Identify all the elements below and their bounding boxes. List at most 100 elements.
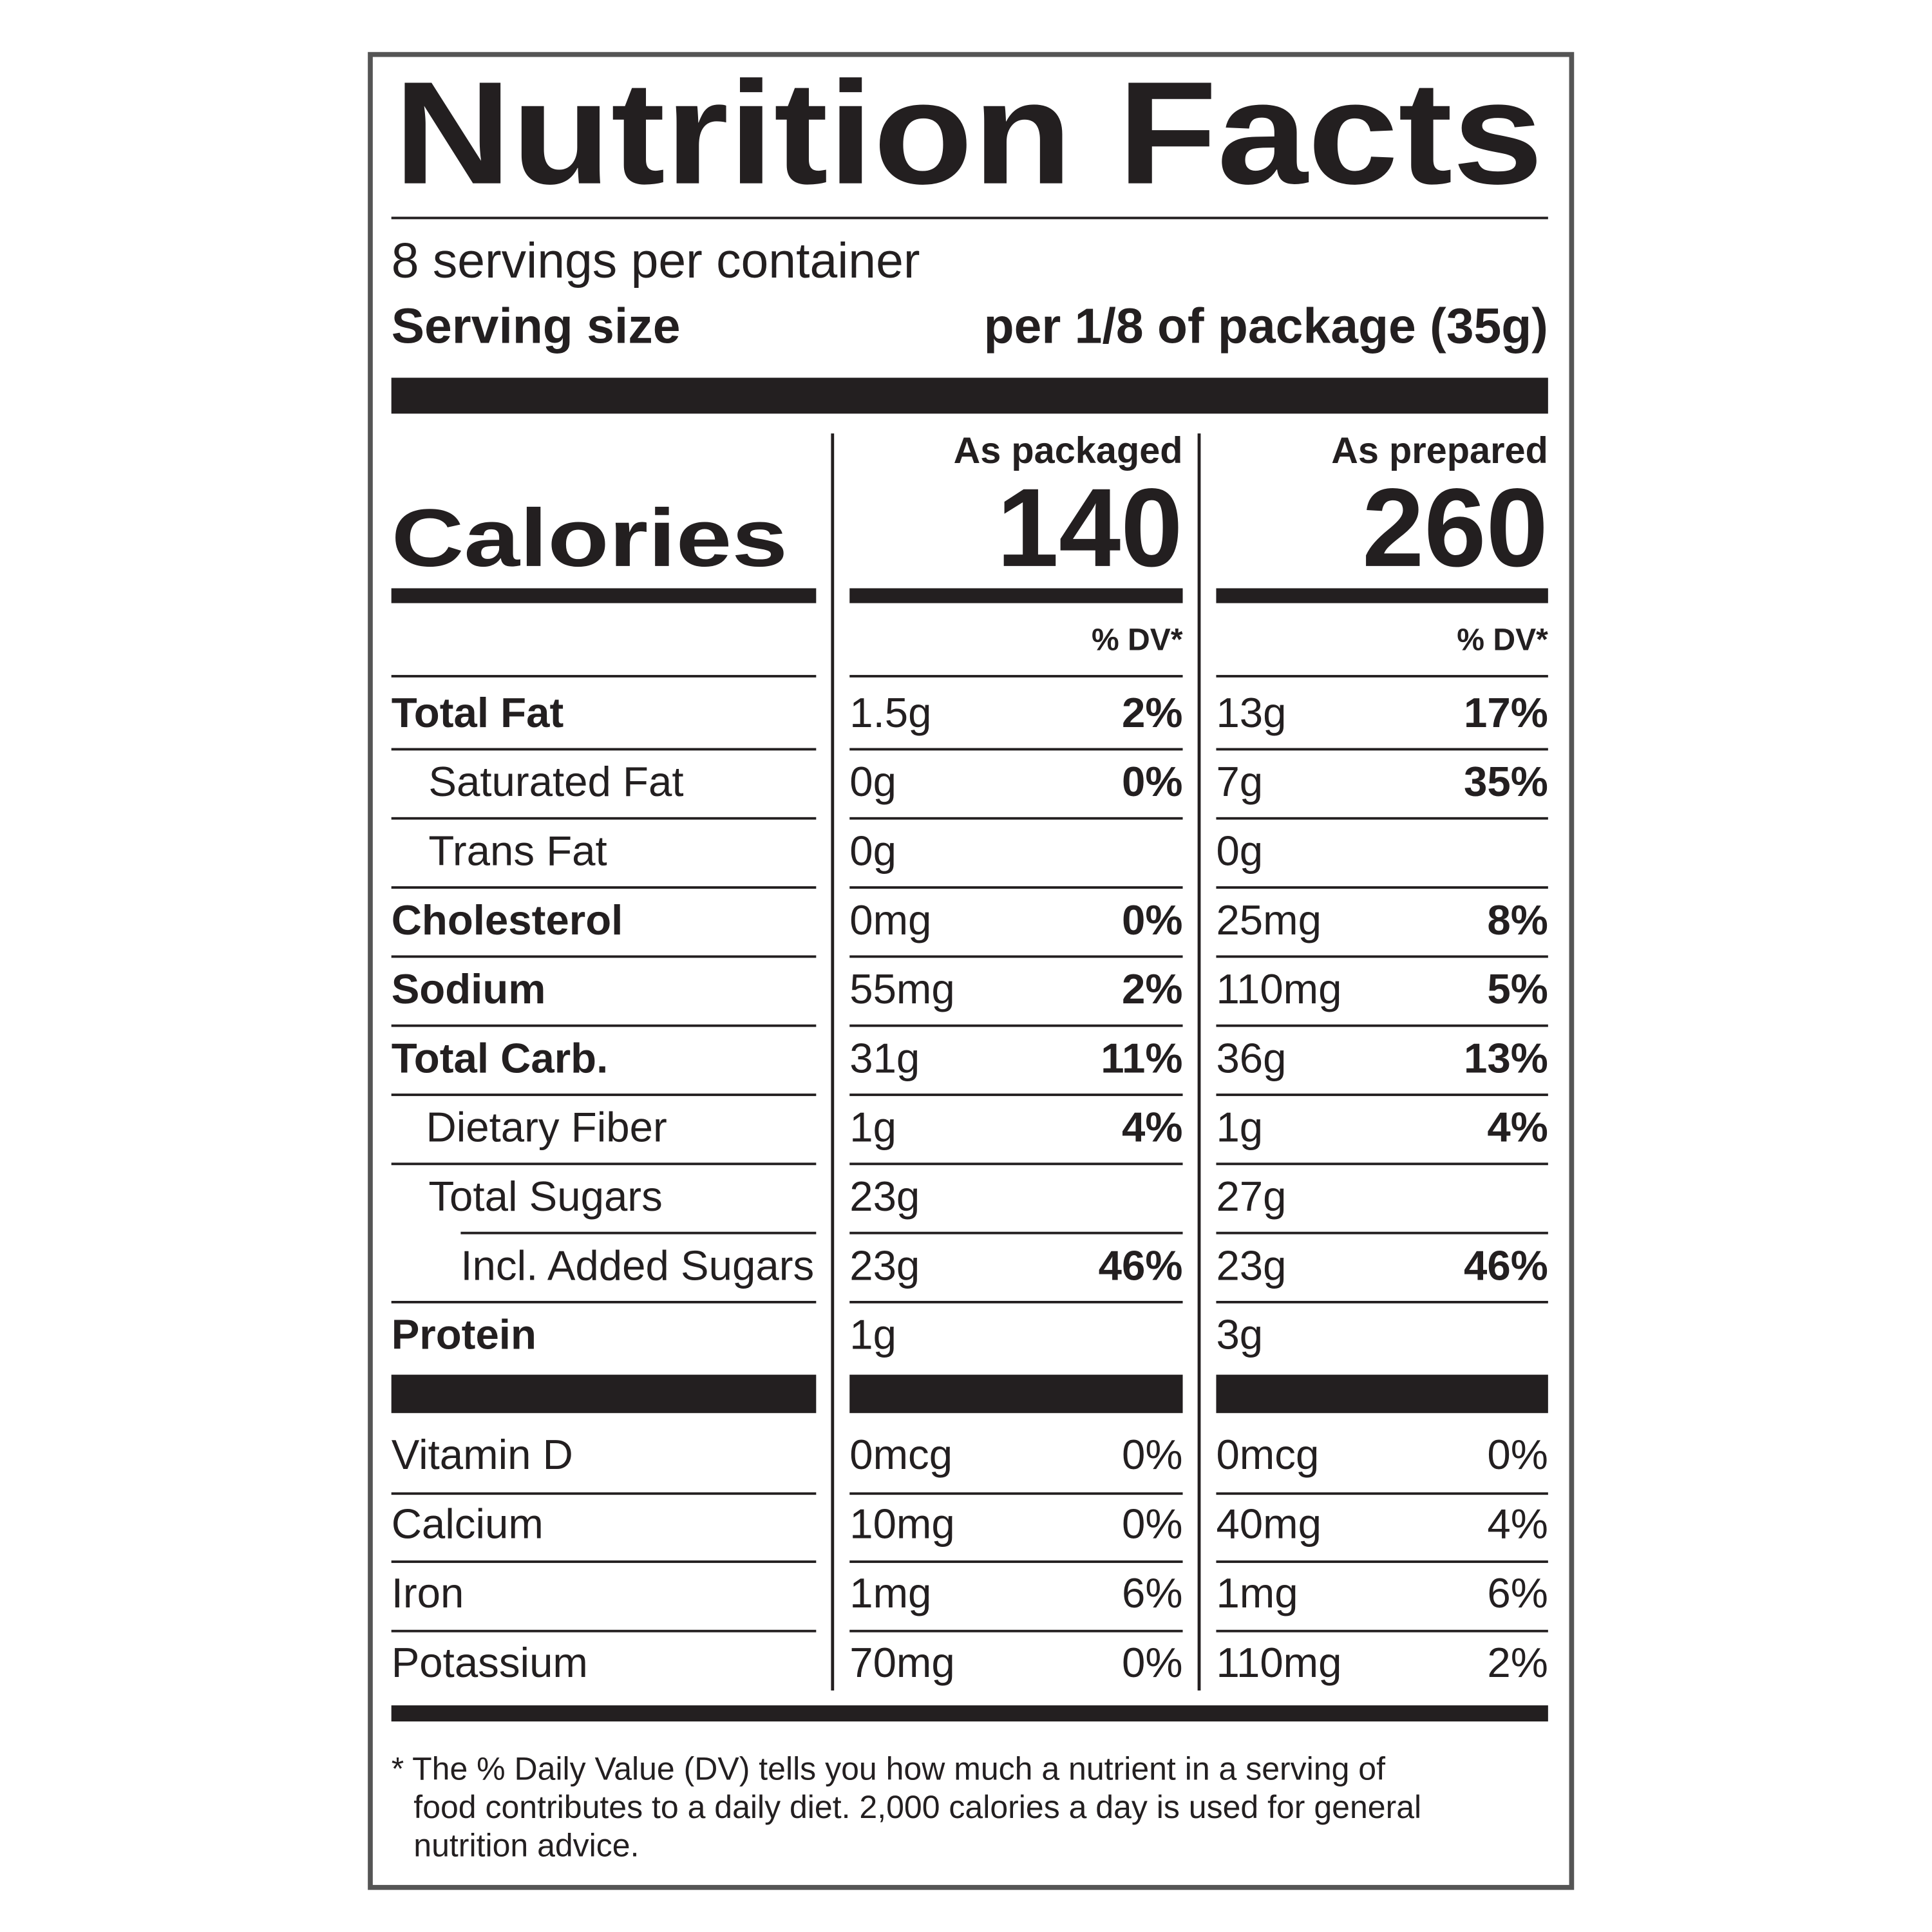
amount: 1mg	[849, 1569, 931, 1616]
rule	[849, 1560, 1183, 1563]
rule	[1216, 1629, 1548, 1633]
amount: 70mg	[849, 1639, 955, 1686]
nutrient-name: Saturated Fat	[428, 758, 683, 805]
daily-value: 35%	[1464, 758, 1548, 805]
rule	[1216, 675, 1548, 677]
daily-value: 0%	[1122, 1639, 1183, 1686]
daily-value: 13%	[1464, 1034, 1548, 1081]
thick-bar	[1216, 1374, 1548, 1414]
nutrient-name: Vitamin D	[392, 1431, 573, 1478]
daily-value: 4%	[1487, 1104, 1548, 1151]
rule	[1216, 955, 1548, 958]
amount: 1mg	[1216, 1569, 1298, 1616]
amount: 23g	[849, 1173, 920, 1220]
daily-value: 11%	[1101, 1034, 1182, 1081]
amount: 0mg	[849, 896, 931, 943]
rule	[391, 675, 817, 677]
daily-value: 4%	[1487, 1500, 1548, 1547]
column-header: As packaged	[954, 430, 1183, 471]
nutrient-name: Potassium	[392, 1639, 588, 1686]
nutrient-name: Cholesterol	[392, 896, 623, 943]
rule	[849, 1231, 1183, 1235]
daily-value: 6%	[1487, 1569, 1548, 1616]
nutrient-name: Calcium	[392, 1500, 544, 1547]
amount: 0mcg	[849, 1431, 952, 1478]
rule	[849, 748, 1183, 751]
rule	[391, 216, 1548, 220]
servings: 8 servings per container	[392, 233, 920, 289]
amount: 0g	[1216, 827, 1263, 874]
dv-header: % DV*	[1457, 623, 1548, 658]
nutrient-name: Total Fat	[392, 689, 564, 736]
daily-value: 2%	[1487, 1639, 1548, 1686]
rule	[391, 1629, 817, 1633]
rule	[391, 886, 817, 889]
amount: 1g	[849, 1311, 896, 1358]
rule	[1216, 1492, 1548, 1495]
amount: 7g	[1216, 758, 1263, 805]
nutrient-name: Dietary Fiber	[426, 1104, 667, 1151]
calories-value: 260	[1362, 465, 1548, 590]
rule	[391, 1492, 817, 1495]
calories-value: 140	[997, 465, 1183, 590]
rule	[391, 1024, 817, 1027]
daily-value: 0%	[1122, 758, 1183, 805]
calories-label: Calories	[392, 492, 788, 583]
footnote: food contributes to a daily diet. 2,000 …	[413, 1789, 1421, 1825]
daily-value: 8%	[1487, 896, 1548, 943]
thick-bar	[849, 1374, 1183, 1414]
column-divider	[831, 433, 835, 1690]
amount: 1g	[1216, 1104, 1263, 1151]
rule	[1216, 886, 1548, 889]
rule	[849, 955, 1183, 958]
amount: 25mg	[1216, 896, 1321, 943]
rule	[391, 817, 817, 820]
serving-size-value: per 1/8 of package (35g)	[984, 299, 1548, 354]
serving-size-label: Serving size	[392, 299, 681, 354]
rule	[391, 1162, 817, 1166]
daily-value: 2%	[1122, 689, 1183, 736]
amount: 0g	[849, 827, 896, 874]
footnote: * The % Daily Value (DV) tells you how m…	[392, 1750, 1385, 1786]
daily-value: 0%	[1122, 896, 1183, 943]
daily-value: 5%	[1487, 965, 1548, 1012]
daily-value: 17%	[1464, 689, 1548, 736]
thick-bar	[391, 377, 1548, 414]
rule	[849, 675, 1183, 677]
rule	[849, 1492, 1183, 1495]
amount: 1.5g	[849, 689, 931, 736]
amount: 13g	[1216, 689, 1286, 736]
column-divider	[1197, 433, 1201, 1690]
rule	[1216, 1560, 1548, 1563]
rule	[1216, 817, 1548, 820]
daily-value: 0%	[1122, 1500, 1183, 1547]
amount: 55mg	[849, 965, 955, 1012]
daily-value: 4%	[1122, 1104, 1183, 1151]
bar	[849, 588, 1183, 603]
nutrient-name: Sodium	[392, 965, 546, 1012]
daily-value: 46%	[1464, 1242, 1548, 1289]
daily-value: 46%	[1099, 1242, 1183, 1289]
nutrient-name: Iron	[392, 1569, 464, 1616]
rule	[849, 817, 1183, 820]
nutrient-name: Total Sugars	[428, 1173, 662, 1220]
rule	[391, 1094, 817, 1096]
rule	[1216, 1301, 1548, 1303]
column-header: As prepared	[1331, 430, 1548, 471]
amount: 31g	[849, 1034, 920, 1081]
nutrient-name: Incl. Added Sugars	[460, 1242, 814, 1289]
rule	[849, 1094, 1183, 1096]
rule	[849, 1301, 1183, 1303]
rule	[1216, 748, 1548, 751]
rule	[391, 955, 817, 958]
amount: 0mcg	[1216, 1431, 1319, 1478]
bar	[1216, 588, 1548, 603]
amount: 1g	[849, 1104, 896, 1151]
rule	[1216, 1231, 1548, 1235]
amount: 23g	[1216, 1242, 1286, 1289]
rule	[391, 1301, 817, 1303]
rule	[849, 1024, 1183, 1027]
